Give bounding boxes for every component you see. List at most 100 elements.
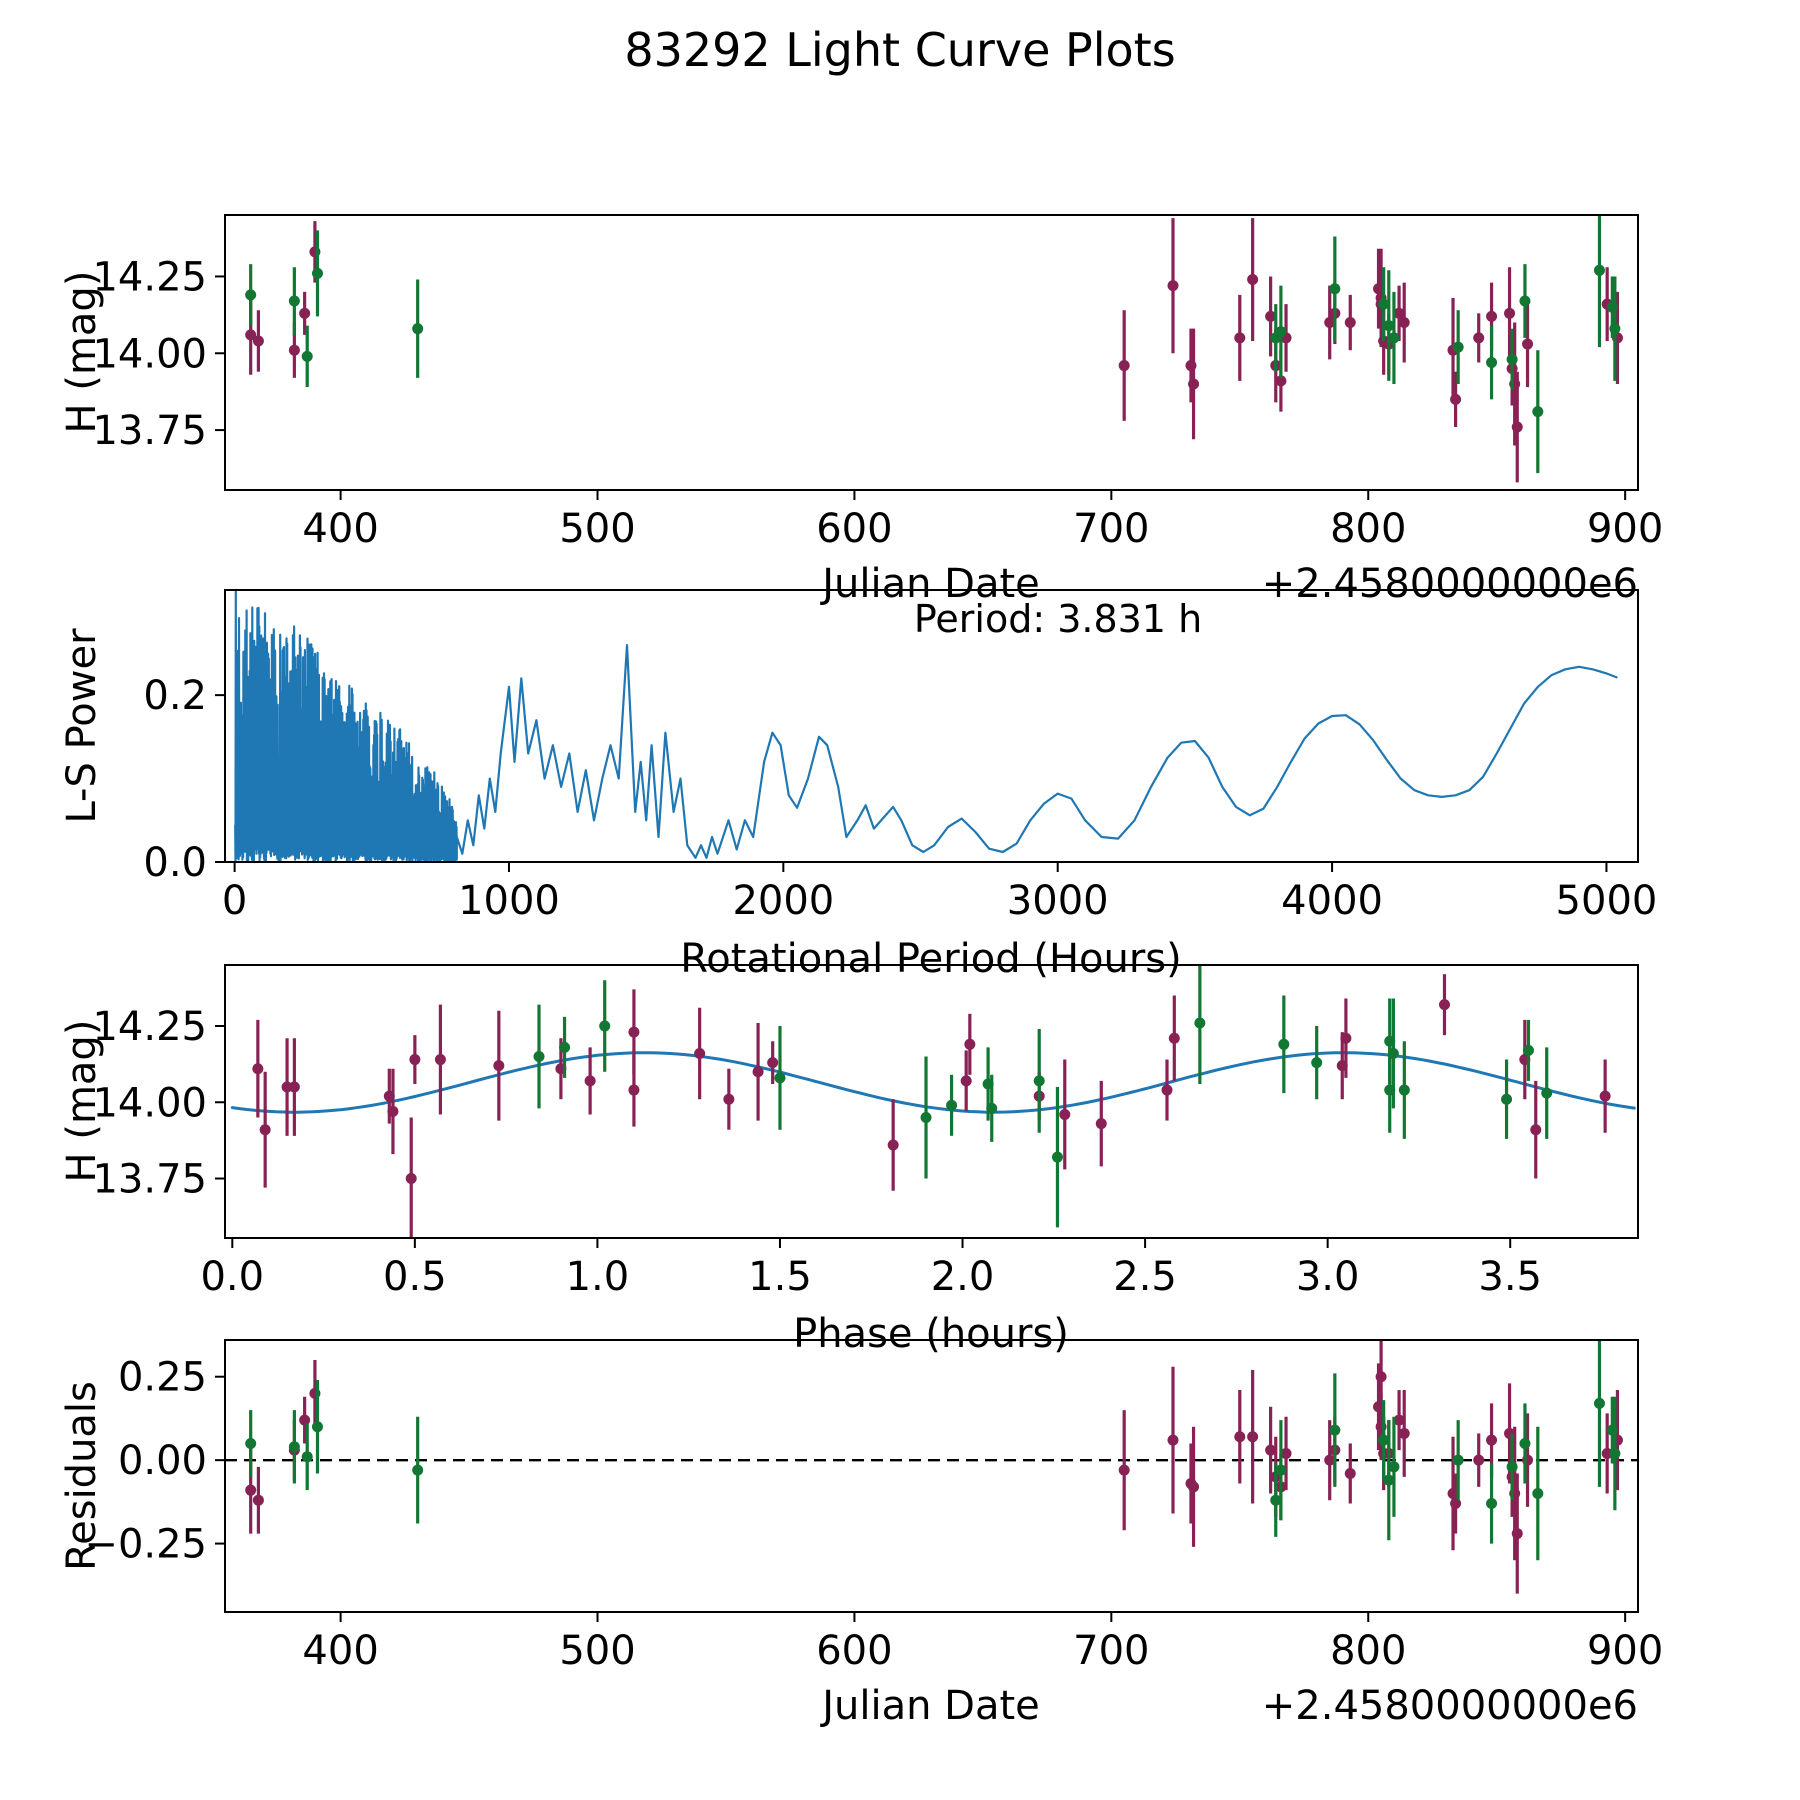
data-point: [1398, 317, 1410, 329]
data-point: [1398, 1427, 1410, 1439]
data-point: [723, 1093, 735, 1105]
data-point: [1609, 1447, 1621, 1459]
data-point: [1275, 326, 1287, 338]
y-tick-label: 14.25: [92, 254, 207, 300]
x-tick-label: 1.0: [566, 1254, 630, 1300]
data-point: [1384, 1084, 1396, 1096]
data-point: [1378, 1434, 1390, 1446]
light-curve-xlabel: Julian Date: [819, 561, 1040, 607]
data-point: [1473, 1454, 1485, 1466]
series-apparition-2: [245, 1340, 1621, 1561]
data-point: [1378, 298, 1390, 310]
data-point: [1329, 1424, 1341, 1436]
data-point: [1511, 421, 1523, 433]
x-tick-label: 1.5: [748, 1254, 812, 1300]
data-point: [1609, 323, 1621, 335]
axes-frame: [224, 214, 1639, 491]
x-tick-label: 3.5: [1478, 1254, 1542, 1300]
data-point: [1450, 393, 1462, 405]
axes-frame: [224, 1339, 1639, 1613]
data-point: [259, 1124, 271, 1136]
y-tick-label: 0.0: [143, 840, 207, 886]
data-point: [774, 1072, 786, 1084]
data-point: [1167, 1434, 1179, 1446]
data-point: [1324, 1454, 1336, 1466]
data-point: [1188, 378, 1200, 390]
data-point: [1168, 1032, 1180, 1044]
periodogram-curve: [234, 590, 1618, 862]
data-point: [1265, 310, 1277, 322]
axes-frame: [224, 964, 1639, 1239]
series-apparition-1: [252, 974, 1611, 1238]
sinusoid-fit-curve: [230, 1051, 1636, 1114]
data-point: [409, 1054, 421, 1066]
data-point: [1473, 332, 1485, 344]
data-point: [628, 1084, 640, 1096]
data-point: [1532, 406, 1544, 418]
x-tick-label: 900: [1587, 1628, 1663, 1674]
y-tick-label: 0.2: [143, 673, 207, 719]
data-point: [1519, 1437, 1531, 1449]
data-point: [252, 335, 264, 347]
data-point: [1532, 1488, 1544, 1500]
data-point: [245, 329, 257, 341]
x-tick-label: 3.0: [1296, 1254, 1360, 1300]
series-apparition-1: [245, 218, 1623, 483]
residuals-xlabel: Julian Date: [819, 1683, 1040, 1729]
data-point: [1593, 264, 1605, 276]
periodogram-data-layer: [234, 590, 1618, 862]
data-point: [1452, 341, 1464, 353]
data-point: [1452, 1454, 1464, 1466]
data-point: [599, 1020, 611, 1032]
x-tick-label: 400: [302, 506, 378, 552]
x-tick-label: 2.5: [1113, 1254, 1177, 1300]
data-point: [434, 1054, 446, 1066]
data-point: [1118, 360, 1130, 372]
data-point: [1506, 353, 1518, 365]
data-point: [1486, 356, 1498, 368]
phase-curve-xlabel: Phase (hours): [793, 1311, 1069, 1357]
data-point: [767, 1057, 779, 1069]
data-point: [252, 1494, 264, 1506]
data-point: [405, 1173, 417, 1185]
data-point: [245, 1437, 257, 1449]
x-tick-label: 0.0: [200, 1254, 264, 1300]
series-apparition-1: [245, 1340, 1623, 1594]
data-point: [1265, 1444, 1277, 1456]
series-apparition-2: [533, 965, 1553, 1228]
data-point: [1601, 1447, 1613, 1459]
phase-curve-ylabel: H (mag): [59, 1020, 105, 1183]
residuals-x-offset: +2.4580000000e6: [1262, 1683, 1638, 1729]
data-point: [1329, 283, 1341, 295]
data-point: [533, 1051, 545, 1063]
data-point: [1486, 310, 1498, 322]
x-tick-label: 0: [222, 878, 247, 924]
data-point: [1383, 320, 1395, 332]
data-point: [1275, 375, 1287, 387]
x-tick-label: 0.5: [383, 1254, 447, 1300]
data-point: [1375, 1371, 1387, 1383]
periodogram-xlabel: Rotational Period (Hours): [680, 936, 1181, 982]
panel-phase-curve: 0.0 0.5 1.0 1.5 2.0 2.5 3.0 3.513.7514.0014.25 …: [59, 964, 1639, 1357]
data-point: [920, 1112, 932, 1124]
data-point: [1340, 1032, 1352, 1044]
panel-periodogram: 0 1000 2000 3000 4000 5000 0.0 0.2 L-S Power Ro…: [59, 589, 1657, 982]
data-point: [1486, 1498, 1498, 1510]
data-point: [1522, 1044, 1534, 1056]
data-point: [301, 1451, 313, 1463]
series-apparition-2: [245, 215, 1621, 474]
data-point: [252, 1063, 264, 1075]
y-tick-label: −0.25: [84, 1522, 207, 1568]
residuals-ylabel: Residuals: [59, 1381, 105, 1571]
data-point: [752, 1066, 764, 1078]
data-point: [1278, 1038, 1290, 1050]
phase-curve-data-layer: [230, 965, 1636, 1238]
x-tick-label: 600: [816, 1628, 892, 1674]
data-point: [628, 1026, 640, 1038]
y-tick-label: 14.00: [92, 1080, 207, 1126]
light-curve-x-offset: +2.4580000000e6: [1262, 561, 1638, 607]
data-point: [1398, 1084, 1410, 1096]
data-point: [1311, 1057, 1323, 1069]
data-point: [299, 307, 311, 319]
